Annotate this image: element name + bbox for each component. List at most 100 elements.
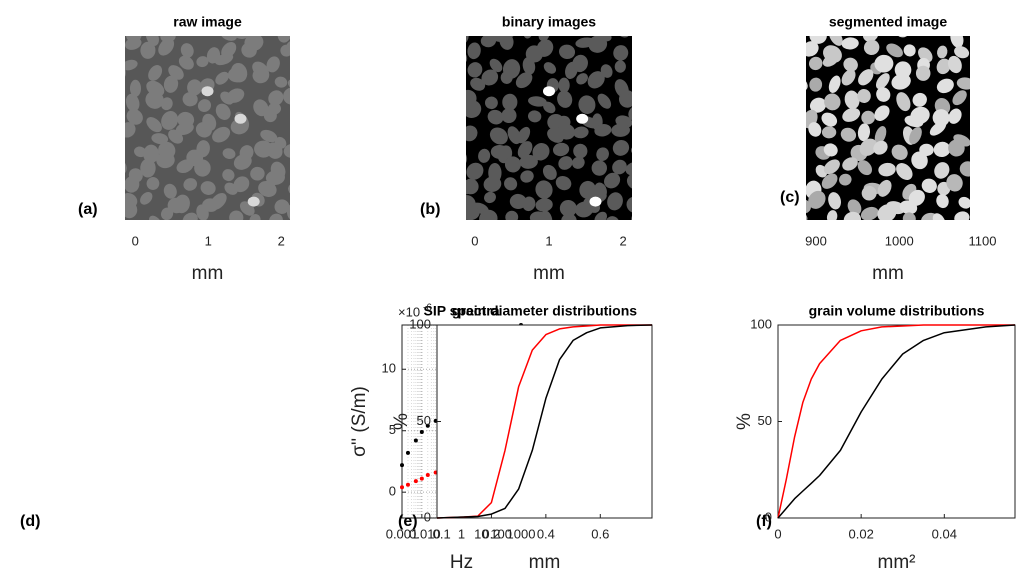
grain <box>823 159 840 175</box>
grain <box>605 216 620 220</box>
grain <box>896 92 911 112</box>
grain <box>591 160 608 176</box>
grain <box>841 37 859 50</box>
grain <box>291 59 313 80</box>
grain <box>821 173 838 189</box>
grain <box>180 43 194 58</box>
grain <box>447 56 467 76</box>
x-tick-label: 0 <box>433 526 440 541</box>
grain <box>535 198 553 212</box>
grain <box>129 79 142 97</box>
y-axis-label: % <box>391 413 412 430</box>
grain <box>863 39 880 56</box>
grain <box>873 140 888 155</box>
grain <box>148 65 163 81</box>
point <box>419 476 424 481</box>
grain <box>229 210 244 220</box>
panel-label: (a) <box>78 201 98 218</box>
grain <box>952 90 967 106</box>
grain <box>781 53 806 78</box>
grain <box>176 159 194 174</box>
bright-grain <box>576 113 589 124</box>
grain <box>174 194 190 214</box>
grain <box>183 178 198 191</box>
grain <box>576 73 588 85</box>
point <box>425 472 430 477</box>
grain <box>149 215 163 220</box>
grain <box>543 101 556 114</box>
y-tick-label: 50 <box>417 413 431 428</box>
grain <box>528 96 547 107</box>
grain <box>288 158 311 182</box>
grain <box>575 201 594 218</box>
grain <box>958 196 970 209</box>
grain <box>844 90 860 110</box>
grain <box>519 154 538 169</box>
grain <box>522 196 536 212</box>
point <box>413 438 418 443</box>
grain <box>857 89 871 104</box>
plot-frame <box>777 324 1016 519</box>
grain <box>258 180 277 197</box>
grain <box>451 111 465 129</box>
grain <box>222 148 236 159</box>
grain <box>505 210 519 220</box>
grain <box>146 177 160 190</box>
grain <box>842 107 861 122</box>
grain <box>265 170 285 186</box>
image <box>125 36 313 220</box>
grain <box>467 42 481 60</box>
grain <box>197 99 212 112</box>
grain <box>630 143 632 155</box>
grain <box>813 219 831 234</box>
grain <box>227 66 248 83</box>
grain <box>499 36 514 50</box>
point <box>405 482 410 487</box>
grain <box>283 87 290 105</box>
grain <box>557 123 576 140</box>
grain <box>555 176 572 191</box>
grain <box>489 127 508 145</box>
x-tick-label: 2 <box>278 233 285 248</box>
x-tick-label: 100 <box>490 526 512 541</box>
grain <box>466 178 479 195</box>
grain <box>806 199 811 214</box>
grain <box>194 159 211 177</box>
grain <box>857 123 871 142</box>
grain <box>182 212 198 220</box>
grain <box>956 77 970 90</box>
point <box>419 429 424 434</box>
grain <box>215 103 231 120</box>
grain <box>828 36 843 46</box>
grain <box>532 143 550 161</box>
grain <box>932 109 950 127</box>
grain <box>875 73 890 90</box>
grain <box>607 192 623 211</box>
grain <box>611 123 630 137</box>
grain <box>182 92 198 107</box>
grain <box>538 36 550 42</box>
x-tick-label: 10 <box>474 526 488 541</box>
grain <box>821 112 838 127</box>
grain <box>915 65 931 81</box>
grain <box>253 99 269 117</box>
grain <box>594 211 608 220</box>
grain <box>483 176 502 192</box>
grain <box>937 45 948 59</box>
grain <box>196 204 209 220</box>
grain <box>633 74 646 89</box>
grain <box>504 177 518 191</box>
grain <box>178 55 194 70</box>
y-tick-label: 100 <box>409 316 431 331</box>
grain <box>597 93 612 109</box>
grain <box>839 173 852 186</box>
grain <box>480 36 497 48</box>
grain <box>809 97 827 113</box>
x-axis-label: mm <box>872 263 904 284</box>
grain <box>612 159 627 175</box>
grain <box>125 122 136 138</box>
x-tick-label: 0.001 <box>386 526 419 541</box>
grain <box>500 71 513 84</box>
grain <box>467 62 483 78</box>
grain <box>896 163 913 180</box>
